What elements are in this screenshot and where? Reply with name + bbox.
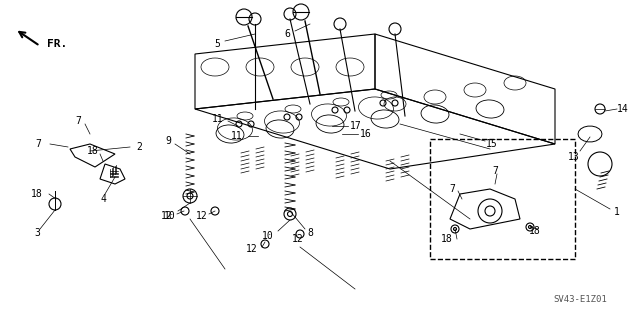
Text: 2: 2 [136,142,142,152]
Bar [430,139,575,259]
Text: 14: 14 [617,104,629,114]
Text: 1: 1 [614,207,620,217]
Text: 9: 9 [165,136,171,146]
Text: 10: 10 [164,211,176,221]
Text: 13: 13 [568,152,580,162]
Text: 5: 5 [214,39,220,49]
Text: 12: 12 [246,244,258,254]
Text: 7: 7 [492,166,498,176]
Text: FR.: FR. [47,39,67,49]
Text: 12: 12 [292,234,304,244]
Text: 10: 10 [262,231,274,241]
Text: 7: 7 [449,184,455,194]
Text: 15: 15 [486,139,498,149]
Text: 18: 18 [529,226,541,236]
Text: 7: 7 [35,139,41,149]
Text: 17: 17 [350,121,362,131]
Text: 18: 18 [87,146,99,156]
Text: 11: 11 [231,131,243,141]
Text: 3: 3 [34,228,40,238]
Text: SV43-E1Z01: SV43-E1Z01 [553,295,607,304]
Text: 8: 8 [307,228,313,238]
Text: 4: 4 [100,194,106,204]
Text: 6: 6 [284,29,290,39]
Text: 12: 12 [161,211,173,221]
Text: 18: 18 [441,234,453,244]
Text: 18: 18 [31,189,43,199]
Text: 7: 7 [75,116,81,126]
Text: 16: 16 [360,129,372,139]
Text: 12: 12 [196,211,208,221]
Text: 11: 11 [212,114,224,124]
